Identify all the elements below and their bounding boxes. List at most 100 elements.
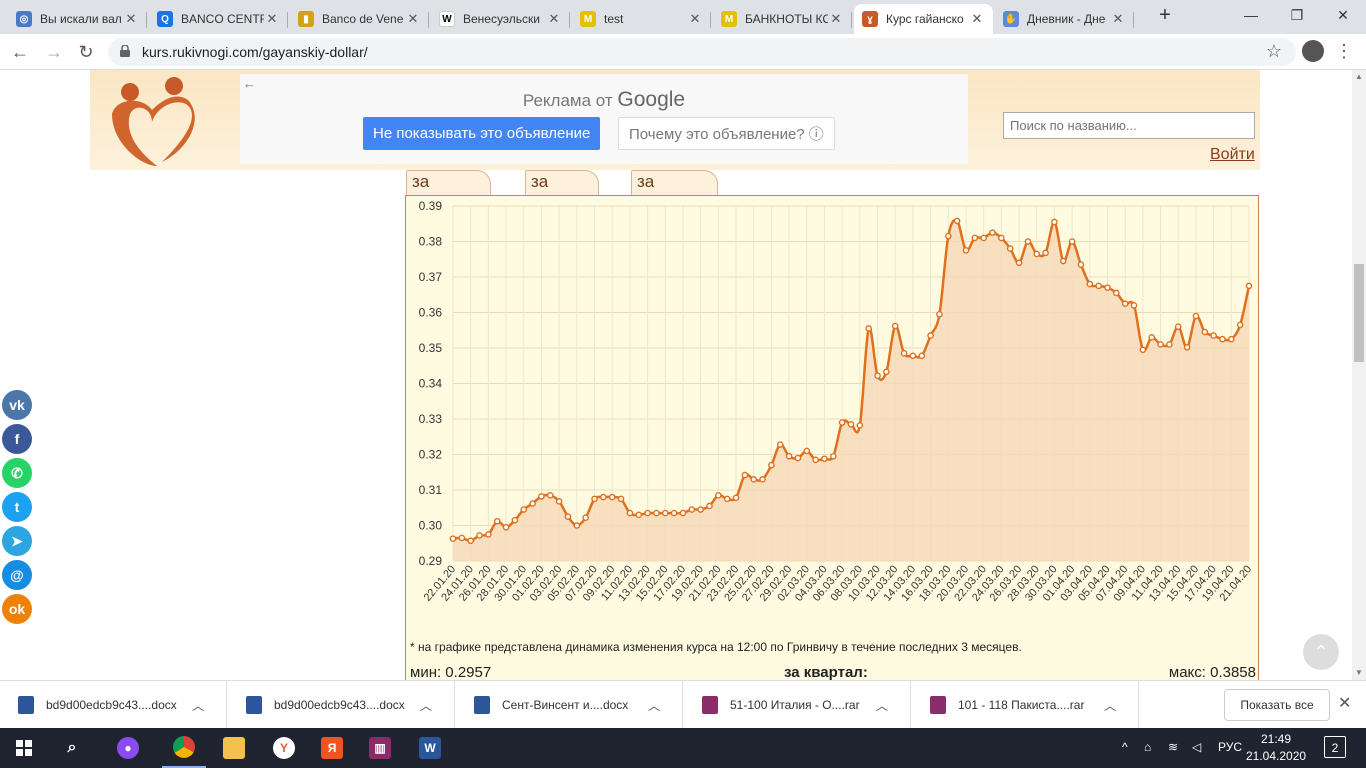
tab-month[interactable]: за месяц [525,170,599,213]
odnoklassniki-icon[interactable]: ok [2,594,32,624]
maximize-button[interactable]: ❐ [1290,7,1304,23]
data-point [458,534,466,542]
chevron-up-icon[interactable]: ︿ [1103,698,1116,713]
data-point [768,461,775,469]
tray-chevron-icon[interactable]: ^ [1122,740,1128,754]
close-tab-icon[interactable]: ✕ [125,11,137,26]
whatsapp-icon[interactable]: ✆ [2,458,32,488]
data-point [909,352,917,360]
data-point [1183,343,1191,351]
profile-avatar-icon[interactable] [1302,40,1324,62]
close-tab-icon[interactable]: ✕ [266,11,278,26]
scroll-up-arrow-icon[interactable]: ▲ [1355,72,1363,81]
chrome-taskbar-button[interactable] [162,728,206,768]
tab-title: Венесуэльски [463,12,540,26]
rukivnogi-logo[interactable] [102,74,202,170]
scroll-down-arrow-icon[interactable]: ▼ [1355,668,1363,677]
minimize-button[interactable]: — [1244,7,1258,23]
bookmark-star-icon[interactable]: ☆ [1265,41,1282,61]
search-input[interactable] [1003,112,1255,139]
data-point [1042,249,1049,257]
browser-tab[interactable]: ◎ Вы искали вал ✕ [8,4,147,34]
download-item[interactable]: 51-100 Италия - О....rar ︿ [684,681,911,729]
windows-logo-icon [16,740,32,756]
taskbar-clock[interactable]: 21:49 21.04.2020 [1246,731,1306,765]
data-point [1210,332,1217,339]
close-tab-icon[interactable]: ✕ [548,11,560,26]
close-tab-icon[interactable]: ✕ [407,11,419,26]
y-tick-label: 0.38 [419,235,443,249]
yandex-browser-taskbar-button[interactable]: Y [262,728,306,768]
tab-title: Banco de Vene [322,12,404,26]
data-point [1113,289,1120,297]
start-button[interactable] [2,728,46,768]
alice-taskbar-button[interactable]: ● [106,728,150,768]
scrollbar-thumb[interactable] [1354,264,1364,362]
hide-ad-button[interactable]: Не показывать это объявление [363,117,601,150]
data-point [502,523,510,531]
download-item[interactable]: bd9d00edcb9c43....docx ︿ [0,681,227,729]
address-bar[interactable]: kurs.rukivnogi.com/gayanskiy-dollar/ ☆ [108,38,1296,66]
browser-tab[interactable]: ▮ Banco de Vene ✕ [290,4,429,34]
mail-icon[interactable]: @ [2,560,32,590]
close-tab-icon[interactable]: ✕ [971,11,983,26]
browser-tab[interactable]: M БАНКНОТЫ КС ✕ [713,4,852,34]
data-point [865,325,872,332]
explorer-taskbar-button[interactable] [212,728,256,768]
notifications-button[interactable]: 2 [1324,736,1346,758]
data-point [971,234,979,242]
close-window-button[interactable]: ✕ [1337,7,1349,23]
vk-icon[interactable]: vk [2,390,32,420]
data-point [644,509,651,517]
login-link[interactable]: Войти [1210,146,1255,163]
ad-back-arrow-icon[interactable]: ← [243,76,256,91]
data-point [715,492,722,499]
browser-tab[interactable]: ɣ Курс гайанско ✕ [854,4,993,34]
browser-tab[interactable]: Q BANCO CENTR ✕ [149,4,288,34]
data-point [1095,282,1102,290]
close-tab-icon[interactable]: ✕ [1112,11,1124,26]
data-point [467,537,474,545]
chevron-up-icon[interactable]: ︿ [191,698,204,713]
yandex-taskbar-button[interactable]: Я [310,728,354,768]
chevron-up-icon[interactable]: ︿ [419,698,432,713]
data-point [538,493,545,500]
new-tab-button[interactable]: + [1159,4,1171,26]
twitter-icon[interactable]: t [2,492,32,522]
tab-week[interactable]: за неделю [406,170,491,213]
word-taskbar-button[interactable]: W [408,728,452,768]
forward-button[interactable]: → [45,42,63,62]
tab-quarter[interactable]: за квартал [631,170,718,213]
download-item[interactable]: 101 - 118 Пакиста....rar ︿ [912,681,1139,729]
network-icon[interactable]: ⌂ [1144,740,1152,754]
winrar-taskbar-button[interactable]: ▥ [358,728,402,768]
facebook-icon[interactable]: f [2,424,32,454]
browser-tab[interactable]: W Венесуэльски ✕ [431,4,570,34]
chevron-up-icon[interactable]: ︿ [875,698,888,713]
browser-tab[interactable]: ✋ Дневник - Дне ✕ [995,4,1134,34]
reload-button[interactable]: ↻ [78,42,94,62]
data-point [1157,341,1164,348]
data-point [838,419,846,426]
volume-icon[interactable]: ◁ [1192,740,1202,754]
close-downloads-icon[interactable]: ✕ [1338,695,1352,712]
close-tab-icon[interactable]: ✕ [689,11,701,26]
data-point [900,350,908,357]
menu-kebab-icon[interactable]: ⋮ [1335,41,1353,61]
download-item[interactable]: bd9d00edcb9c43....docx ︿ [228,681,455,729]
show-all-downloads-button[interactable]: Показать все [1224,689,1330,721]
scroll-to-top-button[interactable]: ⌃ [1303,634,1339,670]
back-button[interactable]: ← [11,42,29,62]
telegram-icon[interactable]: ➤ [2,526,32,556]
chevron-up-icon[interactable]: ︿ [647,698,660,713]
close-tab-icon[interactable]: ✕ [830,11,842,26]
wifi-icon[interactable]: ≋ [1168,740,1179,754]
data-point [1077,261,1085,268]
page-scrollbar[interactable]: ▲ ▼ [1352,70,1366,680]
chart-note: * на графике представлена динамика измен… [410,640,1022,654]
download-item[interactable]: Сент-Винсент и....docx ︿ [456,681,683,729]
language-indicator[interactable]: РУС [1218,740,1243,754]
why-ad-button[interactable]: Почему это объявление? ⓘ [618,117,835,150]
search-taskbar-button[interactable]: ⌕ [50,728,94,768]
